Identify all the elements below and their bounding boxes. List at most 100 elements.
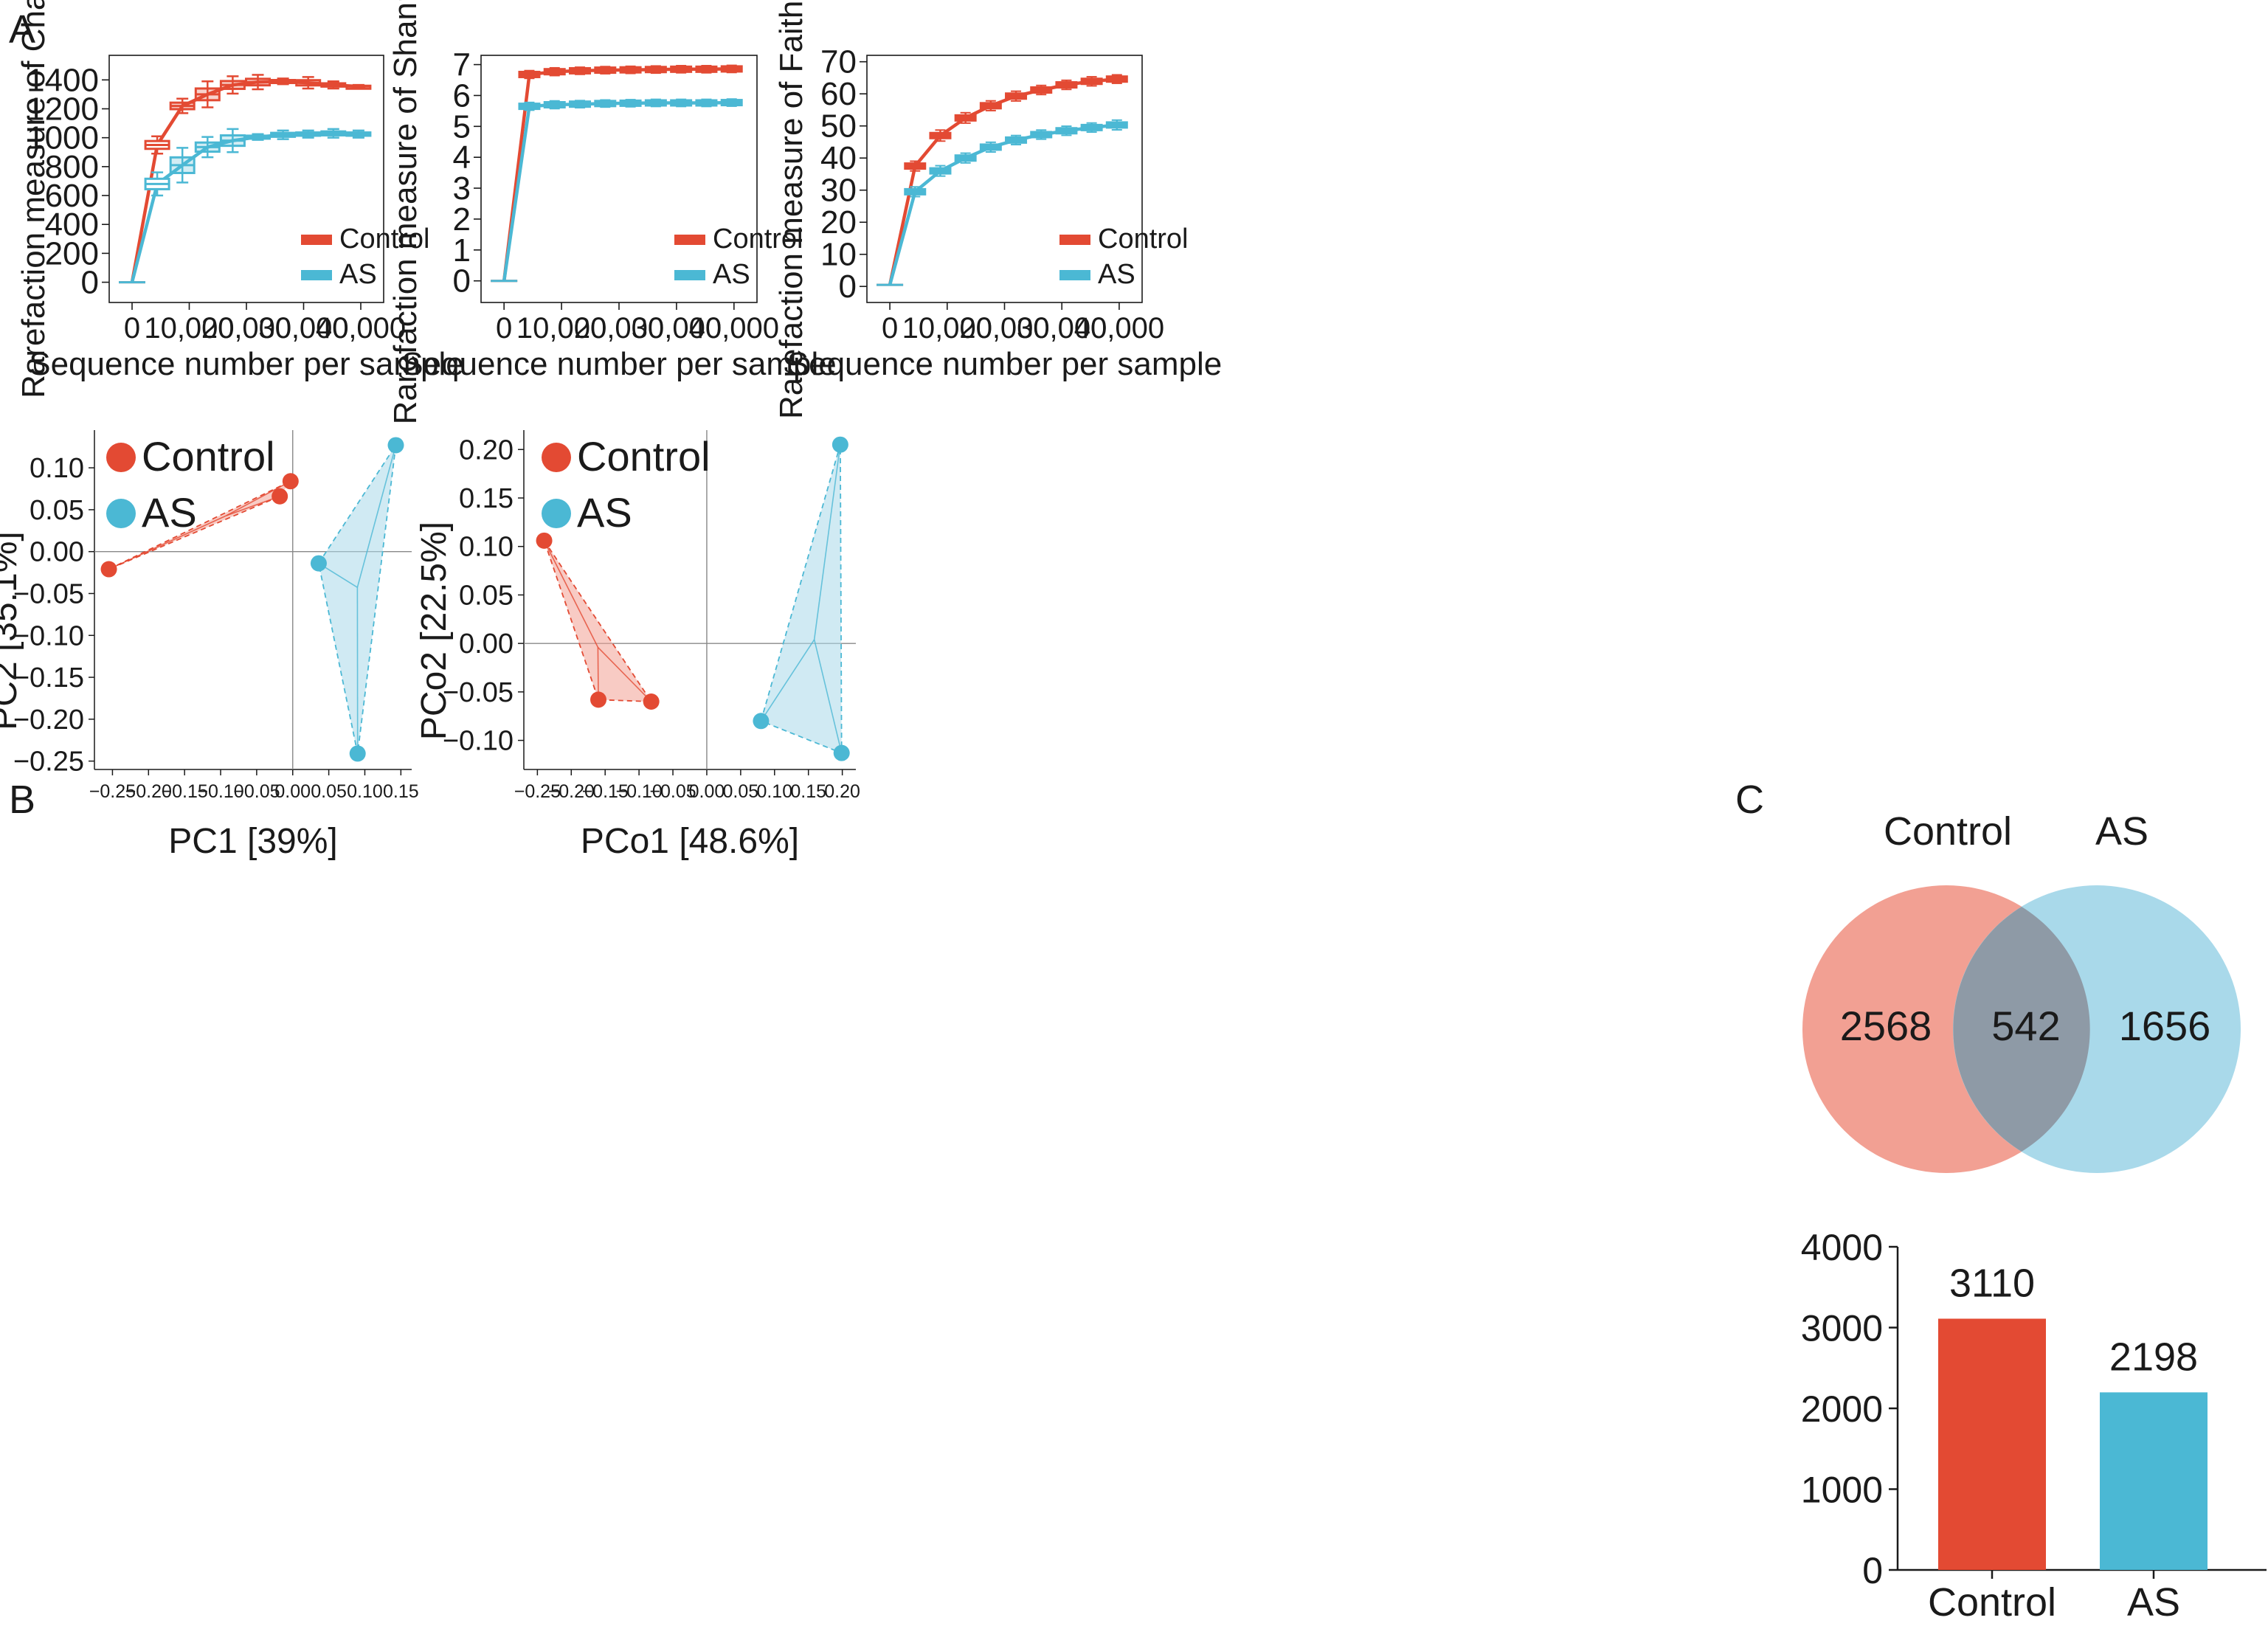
data-point-marker — [1080, 123, 1103, 131]
y-tick-label: 0.00 — [459, 629, 514, 660]
legend-swatch-as — [301, 270, 332, 280]
data-point-marker — [929, 167, 952, 175]
y-tick-label: −0.25 — [13, 747, 84, 778]
legend-label-as: AS — [1098, 259, 1135, 290]
x-tick-label: −0.25 — [514, 781, 561, 802]
legend-label-as: AS — [339, 259, 377, 290]
data-point-marker — [904, 187, 927, 196]
sample-point-as — [753, 713, 770, 730]
legend-swatch-control — [674, 235, 705, 245]
y-tick-label: 3 — [453, 170, 471, 207]
data-point-marker — [929, 131, 952, 139]
y-axis-label: PCo2 [22.5%] — [415, 522, 454, 740]
data-point-marker — [543, 101, 566, 108]
y-tick-label: 0.05 — [30, 495, 84, 526]
venn-value-overlap: 542 — [1991, 1003, 2060, 1049]
data-point-marker — [1005, 136, 1028, 144]
sample-point-control — [536, 532, 553, 549]
bar-control — [1938, 1318, 2046, 1570]
x-tick-label: 40,000 — [316, 312, 406, 345]
x-tick-label: −0.10 — [197, 781, 243, 802]
y-tick-label: −0.10 — [443, 726, 514, 757]
x-tick-label: 20,000 — [574, 312, 664, 345]
x-tick-label: 0.20 — [824, 781, 860, 802]
data-point-marker — [1055, 81, 1078, 89]
data-point-marker — [670, 65, 693, 73]
x-axis-label: PCo1 [48.6%] — [581, 822, 799, 861]
x-tick-label: −0.15 — [582, 781, 629, 802]
y-tick-label: 7 — [453, 47, 471, 83]
x-tick-label: 30,000 — [258, 312, 348, 345]
x-axis-label: Sequence number per sample — [787, 346, 1222, 382]
group-hull-as — [760, 444, 843, 755]
y-tick-label: 50 — [820, 108, 857, 145]
data-point-marker — [954, 114, 977, 122]
y-tick-label: 30 — [820, 173, 857, 209]
y-tick-label: −0.05 — [13, 578, 84, 609]
x-tick-label: −0.05 — [649, 781, 696, 802]
legend-marker-as — [542, 499, 571, 528]
x-tick-label: 0.10 — [347, 781, 383, 802]
data-point-marker — [619, 99, 642, 107]
legend-marker-as — [106, 499, 136, 528]
x-axis-label: PC1 [39%] — [168, 822, 337, 861]
y-tick-label: −0.15 — [13, 662, 84, 693]
y-axis-label: Rarefaction measure of Shannon — [387, 0, 423, 424]
y-tick-label: 60 — [820, 76, 857, 112]
x-tick-label: 30,000 — [632, 312, 722, 345]
data-point-marker — [619, 66, 642, 74]
data-point-marker — [644, 66, 667, 74]
data-point-marker — [1005, 92, 1028, 100]
x-tick-label: 0 — [496, 312, 512, 345]
centroid-spoke — [597, 646, 652, 702]
panel-label-b: B — [9, 778, 35, 822]
pcoa-scatter-chart: 0.200.150.100.050.00−0.05−0.10−0.25−0.20… — [415, 430, 860, 861]
x-tick-label: −0.25 — [89, 781, 136, 802]
sample-point-control — [100, 561, 117, 578]
centroid-spoke — [356, 445, 397, 588]
x-tick-label: −0.05 — [233, 781, 280, 802]
x-axis-label: Sequence number per sample — [401, 346, 836, 382]
y-tick-label: 40 — [820, 140, 857, 176]
data-point-marker — [720, 99, 743, 107]
x-tick-label: 0.05 — [723, 781, 759, 802]
legend-label-control: Control — [339, 224, 430, 255]
legend-label-control: Control — [1098, 224, 1189, 255]
centroid-spoke — [813, 444, 841, 640]
sample-point-as — [387, 437, 404, 454]
data-point-marker — [518, 70, 541, 78]
y-tick-label: 0 — [81, 265, 99, 301]
y-tick-label: 1400 — [27, 62, 99, 98]
x-tick-label: 0.10 — [756, 781, 792, 802]
y-tick-label: 0.05 — [459, 580, 514, 611]
data-point-marker — [1055, 127, 1078, 135]
y-tick-label: 3000 — [1801, 1308, 1883, 1349]
sample-point-as — [832, 436, 848, 453]
y-tick-label: 0.20 — [459, 435, 514, 466]
centroid-spoke — [108, 515, 227, 570]
y-tick-label: 2 — [453, 201, 471, 238]
bar-as — [2100, 1392, 2208, 1570]
data-point-marker — [695, 65, 718, 73]
data-point-marker — [1105, 75, 1128, 83]
y-tick-label: 200 — [45, 235, 99, 271]
data-point-marker — [644, 99, 667, 107]
data-point-marker — [1030, 86, 1053, 94]
y-tick-label: −0.10 — [13, 620, 84, 651]
centroid-spoke — [226, 480, 291, 516]
centroid-spoke — [813, 639, 843, 753]
sample-point-as — [349, 745, 366, 762]
venn-overlap-region — [1953, 907, 2090, 1152]
y-tick-label: 4000 — [1801, 1227, 1883, 1268]
data-point-marker — [543, 68, 566, 76]
y-tick-label: 10 — [820, 237, 857, 273]
x-tick-label: 0.00 — [274, 781, 311, 802]
venn-label-as: AS — [2095, 809, 2148, 854]
legend-swatch-control — [301, 235, 332, 245]
data-point-marker — [594, 66, 617, 75]
x-tick-label: 40,000 — [689, 312, 779, 345]
y-tick-label: 0.10 — [459, 532, 514, 563]
